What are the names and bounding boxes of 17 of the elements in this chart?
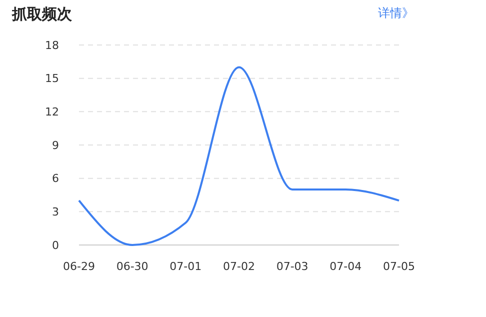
x-tick-label: 07-03 xyxy=(276,260,308,273)
text: 详情》 xyxy=(378,6,414,20)
y-tick-label: 6 xyxy=(52,172,59,186)
x-tick-label: 06-29 xyxy=(63,260,95,273)
x-tick-label: 07-04 xyxy=(330,260,362,273)
x-tick-label: 07-01 xyxy=(170,260,202,273)
y-tick-label: 18 xyxy=(45,38,59,52)
chart-title: 抓取频次 xyxy=(11,5,73,23)
x-tick-label: 07-05 xyxy=(383,260,415,273)
y-tick-label: 9 xyxy=(52,138,59,152)
y-tick-label: 15 xyxy=(45,72,59,86)
y-tick-label: 12 xyxy=(45,106,59,119)
y-tick-label: 0 xyxy=(52,238,59,252)
x-tick-label: 07-02 xyxy=(223,260,255,273)
line-series xyxy=(78,66,400,246)
y-tick-label: 3 xyxy=(52,206,59,219)
x-tick-label: 06-30 xyxy=(116,260,148,273)
